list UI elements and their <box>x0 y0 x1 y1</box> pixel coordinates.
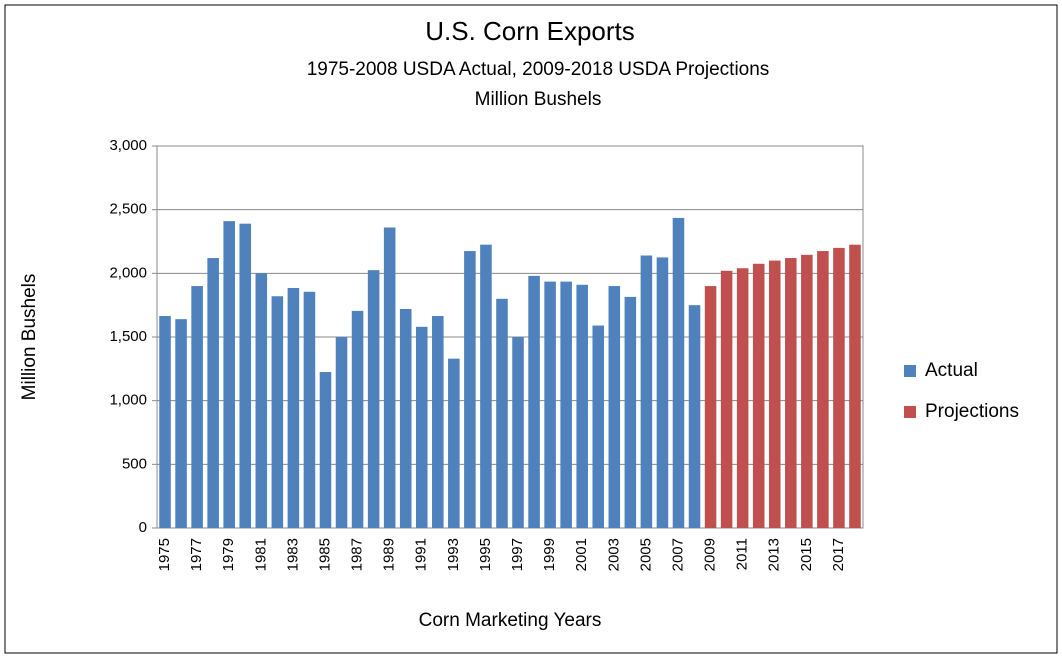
x-tick-label: 1975 <box>156 538 173 571</box>
y-tick-label: 1,000 <box>109 392 147 409</box>
legend-label: Actual <box>925 360 978 381</box>
x-tick-label: 1999 <box>541 538 558 571</box>
bar <box>351 310 364 528</box>
x-tick-label: 2017 <box>830 538 847 571</box>
bar <box>720 270 733 528</box>
y-tick-label: 500 <box>122 455 147 472</box>
x-tick-label: 2013 <box>766 538 783 571</box>
chart-subtitle: 1975-2008 USDA Actual, 2009-2018 USDA Pr… <box>307 59 770 80</box>
x-tick-label: 2001 <box>573 538 590 571</box>
bar <box>544 281 556 528</box>
x-tick-label: 1989 <box>381 538 398 571</box>
y-tick-label: 0 <box>139 519 147 536</box>
bar <box>592 325 605 528</box>
x-tick-label: 1983 <box>284 538 301 571</box>
bar <box>191 286 203 528</box>
bar <box>608 286 621 528</box>
bar <box>672 217 685 528</box>
bar <box>801 254 813 528</box>
bar <box>736 268 749 528</box>
y-tick-label: 3,000 <box>109 137 147 154</box>
y-tick-label: 1,500 <box>109 328 147 345</box>
x-tick-label: 2015 <box>798 538 815 571</box>
bar <box>319 372 332 528</box>
bar <box>255 273 268 528</box>
x-tick-label: 2011 <box>734 538 751 570</box>
x-tick-label: 2003 <box>605 538 622 571</box>
bar <box>512 337 524 528</box>
bar <box>480 244 492 528</box>
bar <box>849 244 861 528</box>
bar <box>335 337 348 528</box>
bar <box>159 315 171 528</box>
x-tick-label: 1987 <box>349 538 366 571</box>
bar <box>528 275 540 528</box>
bar <box>752 263 765 528</box>
bar <box>432 315 444 528</box>
x-axis-title: Corn Marketing Years <box>419 610 602 631</box>
bar <box>785 258 797 528</box>
bar <box>367 270 380 528</box>
bar <box>287 287 300 528</box>
legend-swatch <box>904 365 916 377</box>
bar <box>383 227 396 528</box>
bar <box>175 319 187 528</box>
bar <box>704 286 717 528</box>
y-axis-title: Million Bushels <box>19 274 40 401</box>
bar <box>448 358 460 528</box>
bar <box>271 296 284 528</box>
x-tick-label: 2007 <box>669 538 686 571</box>
plot-area <box>156 145 864 529</box>
legend-swatch <box>904 406 916 418</box>
bar <box>207 258 219 528</box>
bar <box>768 260 781 528</box>
bar <box>560 281 572 528</box>
chart-title: U.S. Corn Exports <box>425 16 635 46</box>
bar <box>833 247 845 528</box>
bar <box>239 223 252 528</box>
x-tick-label: 1993 <box>445 538 462 571</box>
bar <box>656 257 669 528</box>
y-tick-label: 2,500 <box>109 201 147 218</box>
x-tick-label: 2005 <box>637 538 654 571</box>
x-tick-label: 2009 <box>702 538 719 571</box>
bar <box>640 255 653 529</box>
bar <box>496 298 508 528</box>
bar <box>303 291 316 528</box>
bar <box>817 251 829 529</box>
x-tick-label: 1985 <box>316 538 333 571</box>
bar <box>399 308 412 528</box>
bar <box>223 221 235 529</box>
bar <box>415 326 428 528</box>
x-tick-label: 1997 <box>509 538 526 571</box>
chart-subtitle: Million Bushels <box>475 89 602 110</box>
legend-label: Projections <box>925 401 1019 422</box>
bar <box>464 251 476 529</box>
x-tick-label: 1979 <box>220 538 237 571</box>
bar <box>688 305 701 528</box>
bar <box>576 284 588 528</box>
bar <box>624 296 637 528</box>
x-tick-label: 1981 <box>252 538 269 571</box>
x-tick-label: 1991 <box>413 538 430 571</box>
y-tick-label: 2,000 <box>109 264 147 281</box>
x-tick-label: 1977 <box>188 538 205 571</box>
x-tick-label: 1995 <box>477 538 494 571</box>
